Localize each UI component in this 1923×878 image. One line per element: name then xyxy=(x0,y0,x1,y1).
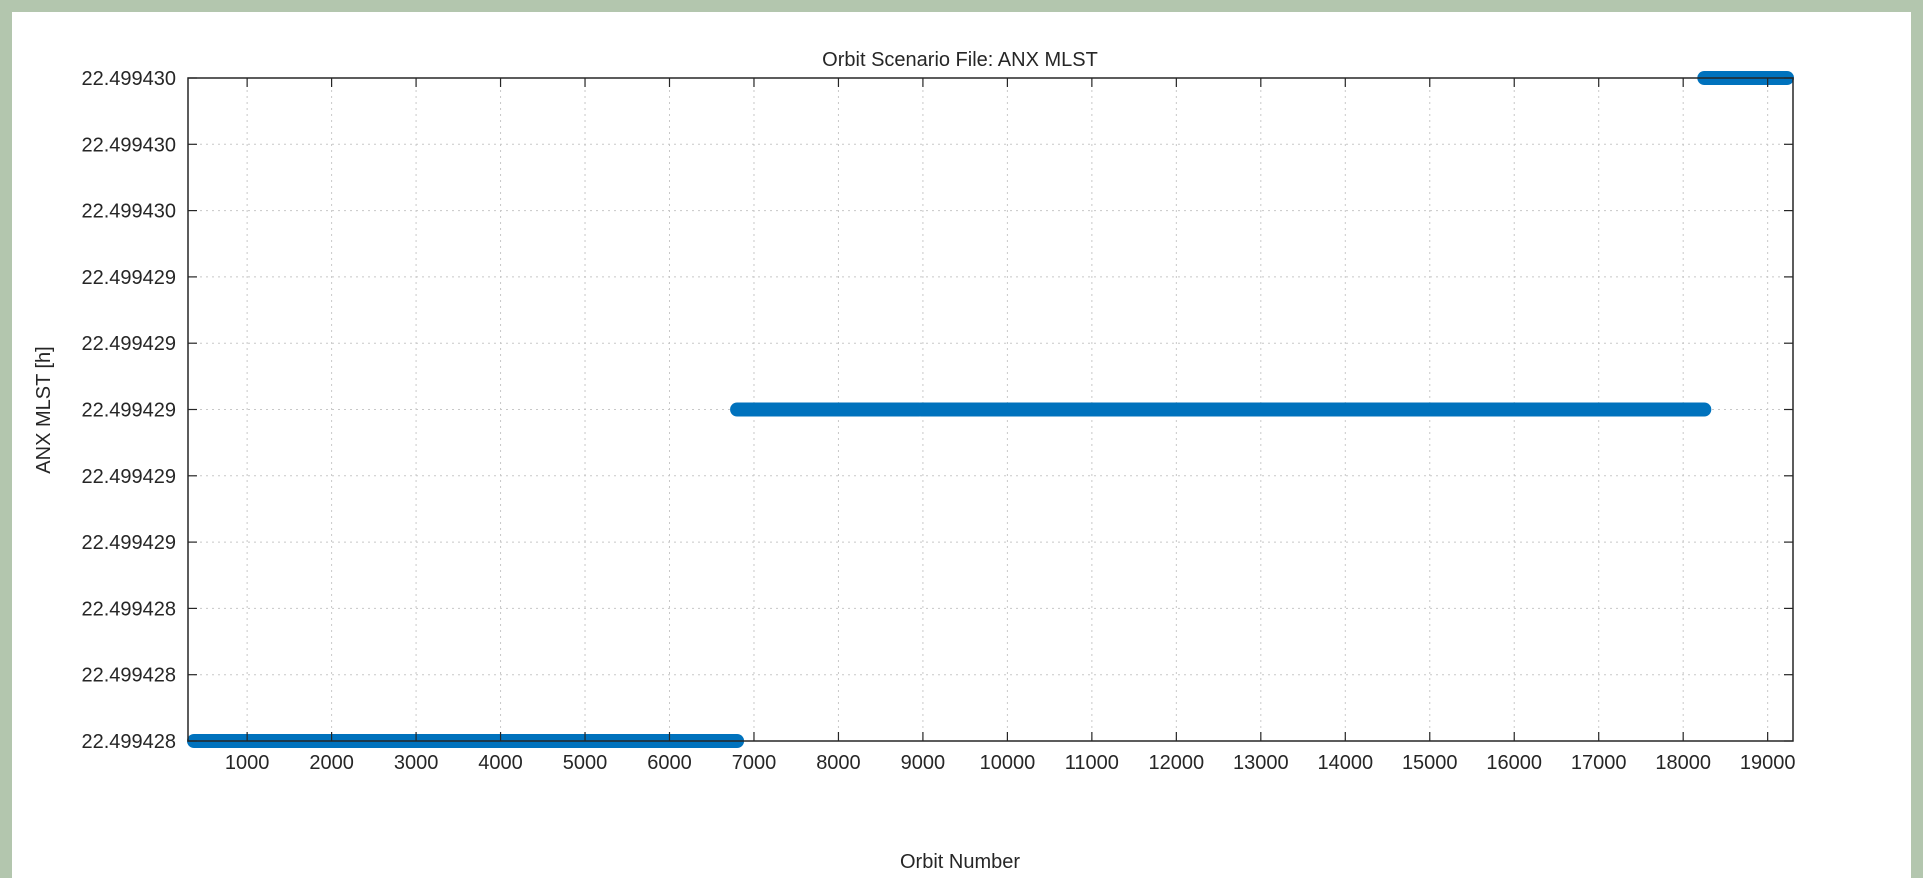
y-tick-label: 22.499430 xyxy=(81,201,176,223)
axis-ticks xyxy=(188,77,1793,742)
y-tick-label: 22.499429 xyxy=(81,532,176,554)
x-tick-label: 3000 xyxy=(394,752,439,774)
x-tick-label: 1000 xyxy=(225,752,270,774)
x-tick-label: 7000 xyxy=(732,752,777,774)
x-tick-label: 13000 xyxy=(1233,752,1289,774)
x-tick-label: 5000 xyxy=(563,752,608,774)
x-tick-labels: 1000 2000 3000 4000 5000 6000 7000 8000 9000 1000… xyxy=(225,752,1796,774)
x-tick-label: 15000 xyxy=(1402,752,1458,774)
y-tick-label: 22.499429 xyxy=(81,466,176,488)
x-tick-label: 19000 xyxy=(1740,752,1796,774)
x-tick-label: 16000 xyxy=(1486,752,1542,774)
y-tick-label: 22.499428 xyxy=(81,731,176,753)
x-tick-label: 11000 xyxy=(1065,752,1119,774)
figure-window: Orbit Scenario File: ANX MLST 1000 2000 30… xyxy=(12,12,1911,878)
x-tick-label: 18000 xyxy=(1655,752,1711,774)
chart-title: Orbit Scenario File: ANX MLST xyxy=(822,49,1098,71)
x-tick-label: 8000 xyxy=(816,752,861,774)
y-tick-label: 22.499429 xyxy=(81,333,176,355)
y-tick-labels: 22.499428 22.499428 22.499428 22.499429 22.4… xyxy=(81,68,176,753)
y-tick-label: 22.499429 xyxy=(81,267,176,289)
x-tick-label: 9000 xyxy=(901,752,946,774)
y-axis-title: ANX MLST [h] xyxy=(33,346,55,473)
x-tick-label: 2000 xyxy=(309,752,354,774)
x-tick-label: 4000 xyxy=(478,752,523,774)
x-axis-title: Orbit Number xyxy=(900,851,1020,873)
y-tick-label: 22.499429 xyxy=(81,400,176,422)
x-tick-label: 12000 xyxy=(1149,752,1205,774)
y-tick-label: 22.499430 xyxy=(81,134,176,156)
data-series xyxy=(187,71,1794,748)
y-tick-label: 22.499430 xyxy=(81,68,176,90)
x-tick-label: 10000 xyxy=(980,752,1036,774)
x-tick-label: 14000 xyxy=(1317,752,1373,774)
x-tick-label: 17000 xyxy=(1571,752,1627,774)
y-tick-label: 22.499428 xyxy=(81,598,176,620)
x-tick-label: 6000 xyxy=(647,752,692,774)
y-tick-label: 22.499428 xyxy=(81,665,176,687)
chart: Orbit Scenario File: ANX MLST 1000 2000 30… xyxy=(33,49,1796,873)
